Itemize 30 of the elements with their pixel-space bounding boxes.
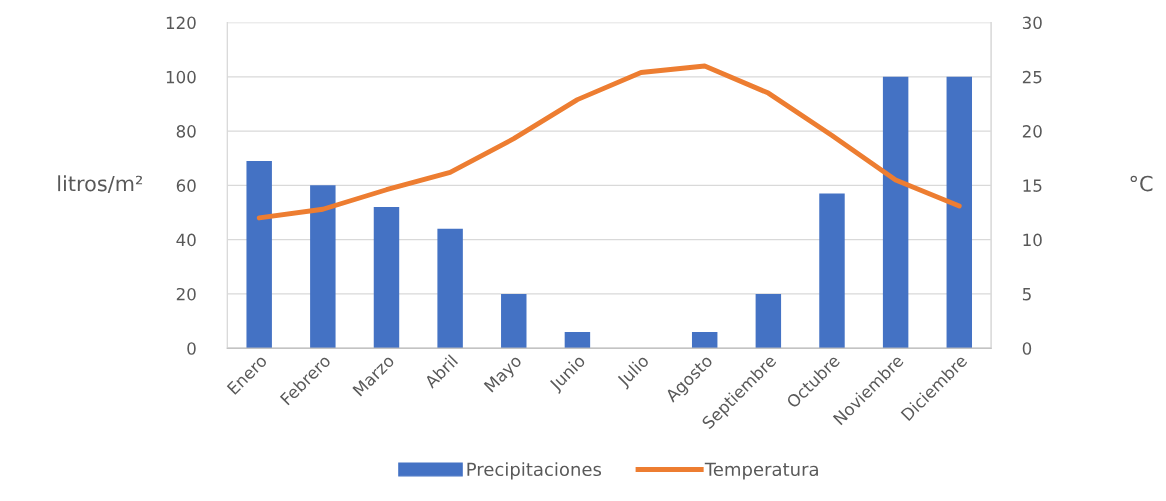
bar: [946, 76, 973, 349]
y2-axis-title: °C: [1130, 175, 1153, 192]
bar: [564, 331, 591, 349]
bar: [437, 228, 463, 349]
y-tick-label: 120: [166, 16, 196, 30]
legend-label: Precipitaciones: [467, 462, 602, 480]
bar: [691, 331, 718, 349]
bar: [882, 76, 909, 349]
y-tick-label: 100: [166, 70, 196, 84]
line-series: [256, 63, 962, 221]
bar: [310, 185, 336, 349]
bar: [755, 293, 782, 349]
y-tick-label: 80: [176, 125, 196, 138]
y2-tick-label: 0: [1022, 342, 1032, 355]
bar: [246, 160, 272, 349]
y2-tick-label: 10: [1023, 233, 1042, 247]
bar: [373, 207, 400, 349]
y2-tick-label: 15: [1023, 179, 1042, 192]
y2-tick-label: 30: [1022, 16, 1042, 30]
y-tick-label: 20: [176, 287, 196, 301]
y-tick-label: 40: [176, 233, 196, 247]
y-axis-title: litros/m²: [58, 175, 143, 194]
y2-tick-label: 5: [1022, 288, 1031, 301]
y-tick-label: 0: [187, 342, 196, 355]
bar: [501, 293, 527, 349]
y2-tick-label: 25: [1022, 70, 1042, 84]
y2-tick-label: 20: [1022, 125, 1042, 138]
y-tick-label: 60: [176, 179, 196, 192]
legend-label: Temperatura: [704, 462, 818, 480]
bar: [819, 193, 845, 349]
